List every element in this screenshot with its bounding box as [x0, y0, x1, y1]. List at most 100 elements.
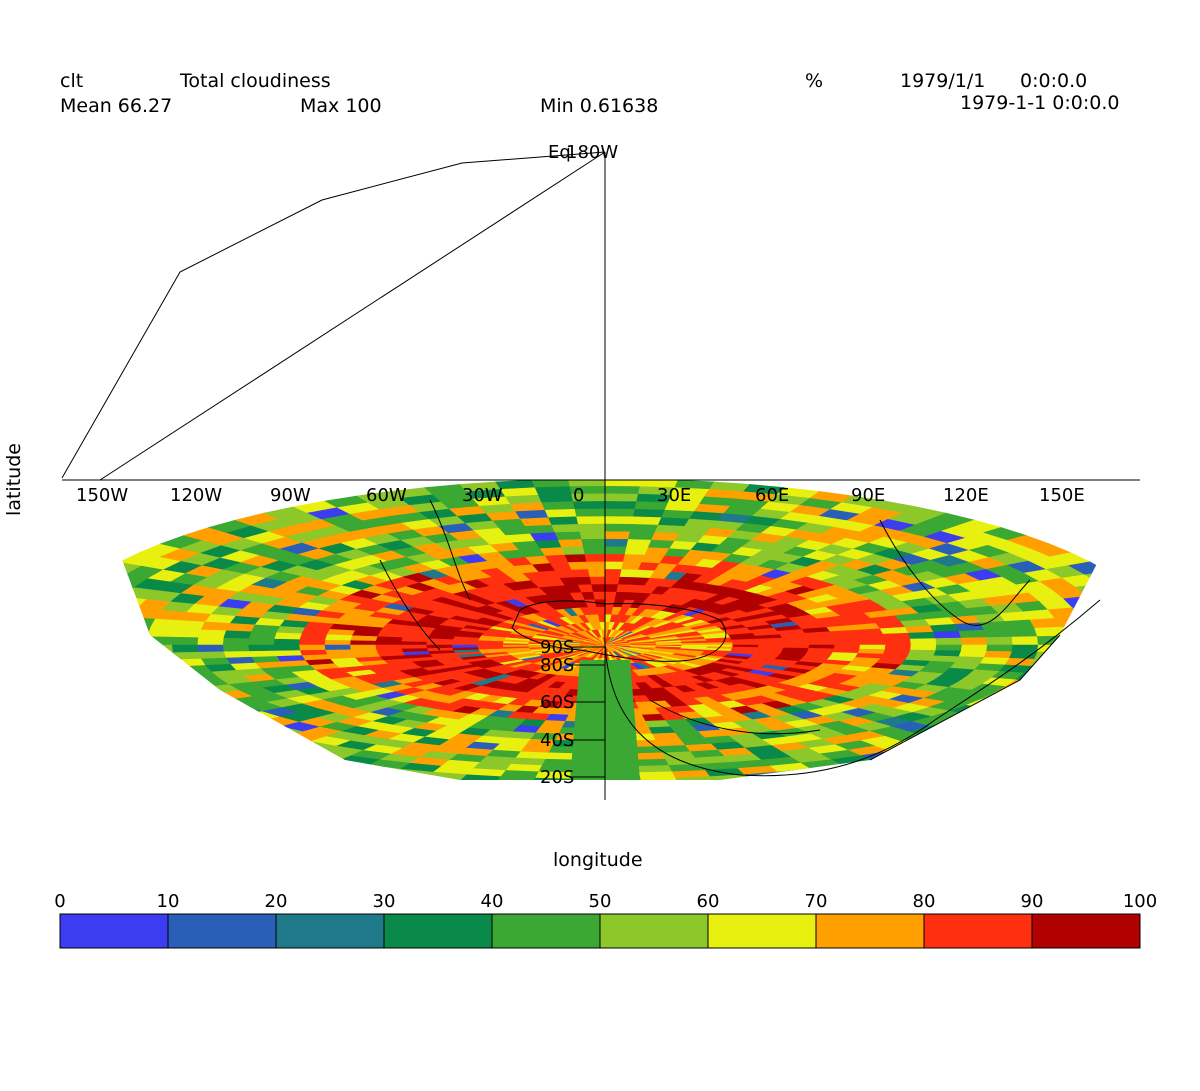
cloud-cell — [939, 734, 984, 746]
cloud-cell — [401, 644, 428, 649]
cloud-cell — [647, 725, 676, 734]
cloud-cell — [831, 634, 860, 641]
cloud-cell — [175, 657, 207, 667]
cloud-cell — [833, 639, 860, 646]
colorbar-segment — [798, 914, 817, 948]
cloud-cell — [574, 576, 593, 586]
cloud-cell — [223, 650, 253, 658]
cloud-cell — [201, 718, 243, 730]
cloud-cell — [1058, 652, 1089, 662]
cloud-cell — [706, 642, 733, 646]
cloud-cell — [1046, 667, 1081, 677]
cloud-cell — [596, 606, 606, 616]
colorbar-tick-label: 100 — [1123, 891, 1157, 912]
cloud-cell — [525, 524, 556, 535]
colorbar-segment — [1104, 914, 1123, 948]
cloud-cell — [900, 750, 946, 762]
cloud-cell — [74, 661, 107, 672]
cloud-cell — [1096, 669, 1130, 680]
cloud-cell — [985, 644, 1013, 652]
cloud-cell — [1138, 633, 1140, 646]
cloud-cell — [154, 665, 188, 675]
cloud-cell — [299, 644, 326, 651]
cloud-cell — [1109, 623, 1139, 636]
colorbar-tick-label: 90 — [1021, 891, 1044, 912]
cloud-cell — [1048, 711, 1092, 724]
cloud-cell — [105, 668, 139, 679]
cloud-cell — [183, 732, 229, 745]
cloud-cell — [203, 728, 247, 740]
cloud-cell — [1084, 652, 1114, 662]
cloud-cell — [1071, 668, 1105, 679]
cloud-cell — [62, 633, 72, 646]
cloud-cell — [181, 711, 223, 723]
cloud-cell — [118, 711, 162, 724]
latitude-label: 20S — [540, 767, 574, 788]
cloud-cell — [551, 524, 581, 533]
cloud-cell — [1120, 601, 1140, 615]
cloud-cell — [558, 539, 584, 548]
cloud-cell — [62, 601, 90, 615]
cloud-cell — [73, 581, 112, 595]
cloud-cell — [1011, 636, 1039, 646]
cloud-cell — [1006, 705, 1048, 717]
cloud-cell — [631, 516, 662, 526]
cloud-cell — [1134, 622, 1140, 635]
cloud-cell — [124, 700, 166, 713]
cloud-cell — [1071, 605, 1105, 618]
cloud-cell — [1084, 624, 1114, 636]
cloud-cell — [129, 667, 164, 677]
cloud-cell — [1083, 695, 1124, 708]
cloud-cell — [62, 670, 90, 682]
colorbar-segment — [690, 914, 709, 948]
cloud-cell — [957, 629, 987, 639]
cloud-cell — [162, 705, 204, 717]
cloud-cell — [63, 679, 100, 691]
colorbar-segment — [672, 914, 691, 948]
cloud-cell — [299, 638, 326, 646]
cloud-cell — [62, 612, 82, 625]
cloud-cell — [70, 644, 98, 655]
cloud-cell — [637, 770, 676, 779]
cloud-cell — [984, 701, 1025, 713]
cloud-cell — [782, 640, 809, 646]
colorbar-tick-label: 40 — [481, 891, 504, 912]
cloud-cell — [1008, 627, 1038, 638]
min-label: Min 0.61638 — [540, 95, 659, 117]
cloud-cell — [121, 652, 152, 662]
max-label: Max 100 — [300, 95, 382, 117]
cloud-cell — [133, 690, 173, 702]
cloud-cell — [884, 644, 911, 651]
cloud-cell — [70, 634, 98, 646]
cloud-cell — [244, 730, 288, 741]
cloud-cell — [222, 724, 265, 736]
cloud-cell — [913, 740, 958, 752]
cloud-cell — [858, 639, 886, 646]
colorbar-segment — [870, 914, 889, 948]
cloud-cell — [1003, 619, 1035, 630]
colorbar-segment — [906, 914, 925, 948]
cloud-cell — [241, 720, 283, 731]
colorbar-tick-label: 50 — [589, 891, 612, 912]
cloud-cell — [197, 644, 225, 652]
cloud-cell — [629, 524, 659, 533]
variable-long-name: Total cloudiness — [180, 70, 331, 92]
cloud-cell — [198, 650, 227, 659]
cloud-cell — [208, 739, 254, 751]
cloud-cell — [604, 486, 641, 495]
longitude-label: 120W — [170, 485, 222, 506]
colorbar-segment — [600, 914, 619, 948]
cloud-cell — [180, 686, 218, 696]
cloud-cell — [634, 758, 669, 766]
cloud-cell — [99, 660, 132, 671]
cloud-cell — [589, 576, 606, 585]
cloud-cell — [200, 657, 232, 666]
colorbar-segment — [564, 914, 583, 948]
cloud-cell — [639, 777, 679, 780]
cloud-cell — [95, 634, 123, 646]
colorbar-segment — [996, 914, 1015, 948]
cloud-cell — [324, 644, 352, 650]
colorbar-segment — [942, 914, 961, 948]
cloud-cell — [324, 639, 352, 646]
